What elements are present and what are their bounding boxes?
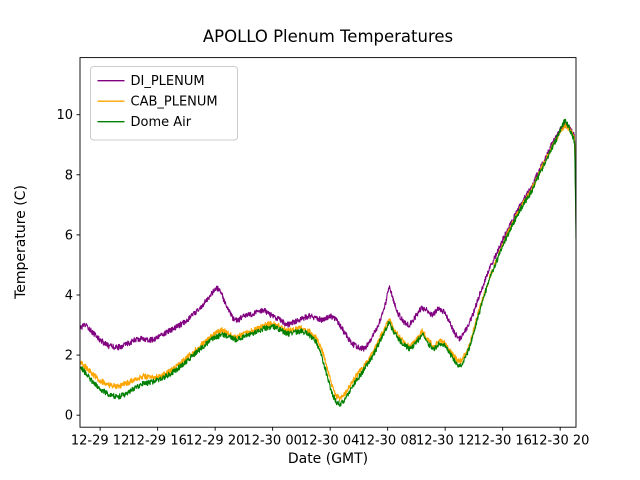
y-tick-label: 8 bbox=[65, 168, 73, 183]
legend-label-1: DI_PLENUM bbox=[131, 74, 205, 89]
axes-frame bbox=[79, 57, 577, 428]
y-axis-label: Temperature (C) bbox=[13, 185, 29, 300]
x-axis-ticks: 12-29 12 12-29 16 12-29 20 12-30 00 12-30 04… bbox=[71, 427, 589, 449]
y-tick-label: 4 bbox=[65, 288, 73, 303]
x-tick-label: 12-30 08 bbox=[358, 434, 416, 449]
x-tick-label: 12-30 12 bbox=[416, 434, 474, 449]
x-tick-label: 12-29 12 bbox=[71, 434, 129, 449]
x-tick-label: 12-30 00 bbox=[243, 434, 301, 449]
legend-label-2: CAB_PLENUM bbox=[131, 95, 218, 110]
x-tick-label: 12-30 20 bbox=[531, 434, 589, 449]
x-tick-label: 12-30 16 bbox=[473, 434, 531, 449]
y-tick-label: 0 bbox=[65, 409, 73, 424]
legend-frame bbox=[90, 66, 238, 141]
y-tick-label: 10 bbox=[56, 108, 73, 123]
series-lines bbox=[80, 118, 576, 407]
x-axis-label: Date (GMT) bbox=[288, 451, 368, 467]
chart-title: APOLLO Plenum Temperatures bbox=[203, 27, 453, 46]
legend: DI_PLENUM CAB_PLENUM Dome Air bbox=[90, 66, 238, 141]
y-axis-ticks: 0 2 4 6 8 10 bbox=[56, 108, 80, 424]
legend-label-3: Dome Air bbox=[131, 115, 192, 130]
x-tick-label: 12-29 20 bbox=[186, 434, 244, 449]
y-tick-label: 6 bbox=[65, 228, 73, 243]
x-tick-label: 12-29 16 bbox=[128, 434, 186, 449]
y-tick-label: 2 bbox=[65, 349, 73, 364]
x-tick-label: 12-30 04 bbox=[301, 434, 359, 449]
series-line-dome-air bbox=[80, 118, 576, 407]
series-line-di-plenum bbox=[80, 120, 576, 352]
